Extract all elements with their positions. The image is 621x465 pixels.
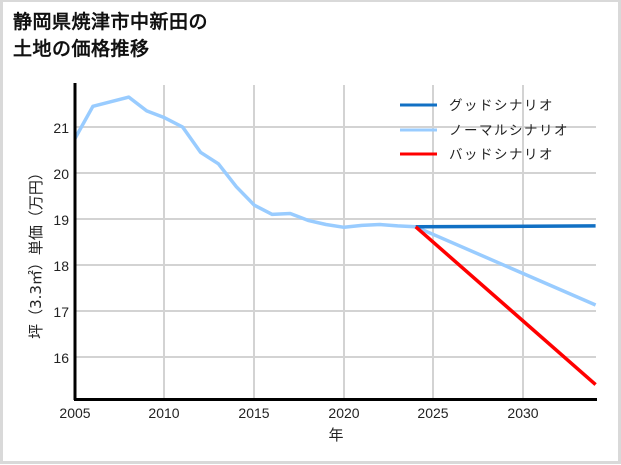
y-tick-labels: 21 20 19 18 17 16 [53,120,69,366]
x-tick-2020: 2020 [328,405,359,421]
chart-title: 静岡県焼津市中新田の 土地の価格推移 [13,9,208,63]
series-good-line [415,224,596,229]
x-tick-2015: 2015 [238,405,269,421]
legend-label-normal: ノーマルシナリオ [449,123,569,139]
y-tick-21: 21 [53,120,69,136]
y-tick-18: 18 [53,258,69,274]
legend-label-good: グッドシナリオ [449,98,554,114]
legend-item-bad: バッドシナリオ [400,147,554,163]
x-tick-2025: 2025 [417,405,448,421]
y-axis-label: 坪（3.3㎡）単価（万円） [27,165,45,339]
x-axis-label: 年 [328,426,343,444]
legend-item-good: グッドシナリオ [400,98,554,114]
chart-title-line1: 静岡県焼津市中新田の [13,11,209,33]
x-tick-2010: 2010 [148,405,179,421]
x-tick-2005: 2005 [59,405,90,421]
y-tick-17: 17 [53,304,69,320]
series-normal-line [73,95,597,307]
legend: グッドシナリオ ノーマルシナリオ バッドシナリオ [400,98,569,163]
x-tick-2030: 2030 [507,405,538,421]
x-tick-labels: 2005 2010 2015 2020 2025 2030 [59,405,538,421]
chart-title-line2: 土地の価格推移 [13,38,150,60]
y-tick-16: 16 [53,350,69,366]
series-lines [73,95,597,386]
axes [73,83,597,401]
y-tick-19: 19 [53,212,69,228]
y-tick-20: 20 [53,166,69,182]
series-bad-line [414,225,597,386]
legend-label-bad: バッドシナリオ [449,147,554,163]
legend-item-normal: ノーマルシナリオ [400,123,569,139]
